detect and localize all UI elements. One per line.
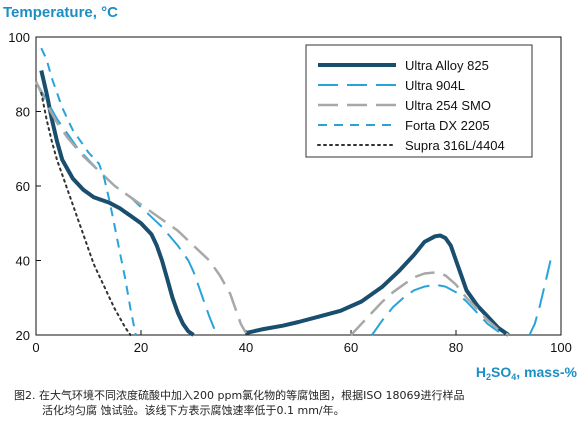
y-tick-label: 80 (16, 105, 30, 120)
series-line (40, 91, 132, 336)
legend-label: Ultra 904L (405, 78, 465, 93)
x-tick-label: 100 (550, 340, 572, 355)
legend-label: Forta DX 2205 (405, 118, 490, 133)
series-ultra-904l (35, 81, 552, 336)
figure-caption: 图2. 在大气环境不同浓度硫酸中加入200 ppm氯化物的等腐蚀图，根据ISO … (14, 388, 569, 418)
legend-label: Supra 316L/4404 (405, 138, 505, 153)
series-ultra-254-smo (34, 81, 510, 337)
y-axis-title: Temperature, °C (3, 4, 118, 21)
series-line (40, 47, 137, 336)
series-line (39, 70, 195, 337)
legend-label: Ultra Alloy 825 (405, 58, 489, 73)
series-supra-316l-4404 (40, 91, 132, 336)
x-tick-label: 60 (344, 340, 358, 355)
series-layer (34, 47, 552, 337)
series-forta-dx-2205 (40, 47, 137, 336)
x-tick-label: 20 (134, 340, 148, 355)
series-line (528, 260, 552, 336)
x-axis-title: H2SO4, mass-% (476, 364, 578, 382)
series-line (245, 233, 510, 337)
caption-line-2: 活化均匀腐 蚀试验。该线下方表示腐蚀速率低于0.1 mm/年。 (42, 404, 345, 417)
x-tick-label: 80 (449, 340, 463, 355)
y-tick-label: 60 (16, 179, 30, 194)
x-tick-label: 0 (32, 340, 39, 355)
caption-line-1: 图2. 在大气环境不同浓度硫酸中加入200 ppm氯化物的等腐蚀图，根据ISO … (14, 389, 465, 402)
x-tick-label: 40 (239, 340, 253, 355)
series-ultra-alloy-825 (39, 70, 510, 337)
legend-label: Ultra 254 SMO (405, 98, 491, 113)
y-tick-label: 100 (8, 30, 30, 45)
y-tick-label: 20 (16, 328, 30, 343)
series-line (35, 81, 219, 336)
series-line (371, 283, 504, 336)
y-tick-label: 40 (16, 254, 30, 269)
series-line (350, 271, 510, 337)
series-line (34, 81, 248, 334)
legend: Ultra Alloy 825 Ultra 904L Ultra 254 SMO Fo… (305, 44, 533, 158)
